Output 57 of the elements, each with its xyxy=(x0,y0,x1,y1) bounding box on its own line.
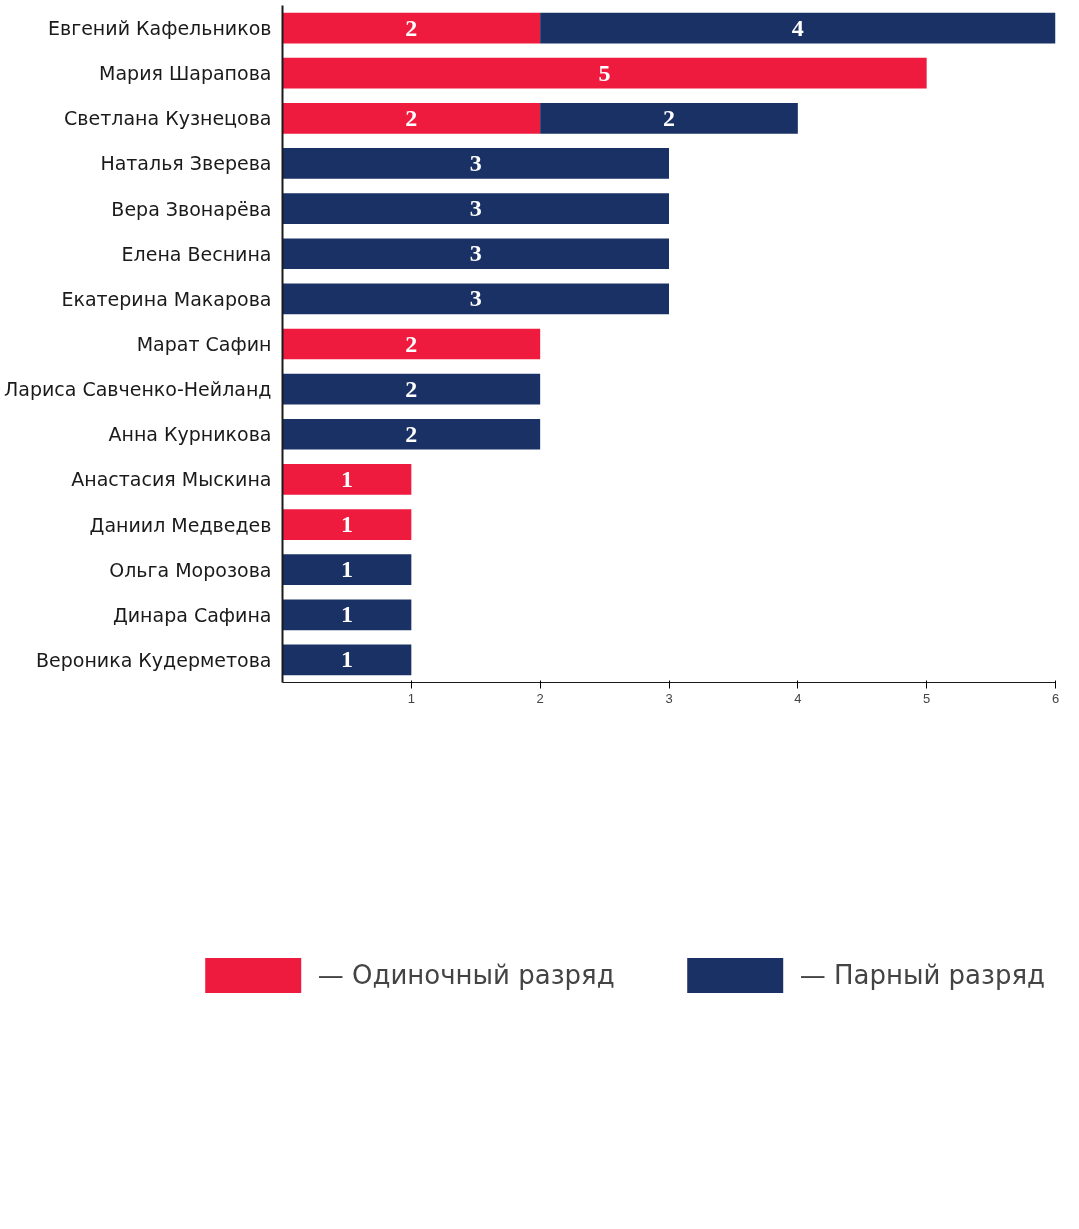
bar xyxy=(282,418,541,450)
y-tick-label: Вера Звонарёва xyxy=(111,197,272,220)
bar xyxy=(282,238,669,270)
data-label: 2 xyxy=(663,104,675,131)
bar xyxy=(282,102,541,134)
y-tick-label: Вероника Кудерметова xyxy=(35,648,272,671)
bar xyxy=(282,57,927,89)
y-tick-label: Лариса Савченко-Нейланд xyxy=(3,378,272,401)
x-tick-label: 5 xyxy=(923,690,931,706)
bar xyxy=(282,283,669,315)
y-tick-label: Светлана Кузнецова xyxy=(64,107,272,130)
data-label: 4 xyxy=(791,14,804,41)
data-label: 1 xyxy=(340,556,353,583)
y-tick-label: Ольга Морозова xyxy=(109,558,272,581)
legend-label: — Одиночный разряд xyxy=(317,960,615,990)
y-tick-label: Елена Веснина xyxy=(121,242,272,265)
data-label: 3 xyxy=(469,285,482,312)
x-tick-label: 4 xyxy=(794,690,802,706)
data-label: 1 xyxy=(340,511,353,538)
y-tick-label: Анастасия Мыскина xyxy=(71,468,272,491)
legend-label: — Парный разряд xyxy=(799,960,1045,990)
bar xyxy=(282,328,541,360)
bar xyxy=(282,148,669,179)
data-label: 2 xyxy=(405,375,418,402)
bar xyxy=(282,644,412,676)
bar xyxy=(282,464,412,495)
data-label: 2 xyxy=(405,420,418,447)
y-tick-label: Даниил Медведев xyxy=(89,513,272,536)
data-label: 2 xyxy=(405,104,418,131)
bar xyxy=(282,373,541,405)
y-tick-label: Анна Курникова xyxy=(108,423,272,446)
y-tick-label: Динара Сафина xyxy=(112,603,272,626)
bar xyxy=(540,102,798,134)
y-tick-label: Мария Шарапова xyxy=(99,62,272,85)
data-label: 5 xyxy=(598,59,611,86)
data-label: 1 xyxy=(340,465,353,492)
x-tick-label: 6 xyxy=(1051,690,1060,706)
bar xyxy=(282,554,412,586)
data-label: 1 xyxy=(340,646,353,673)
x-tick-label: 2 xyxy=(536,690,544,706)
data-label: 2 xyxy=(405,330,418,357)
x-tick-label: 3 xyxy=(665,690,673,706)
data-label: 3 xyxy=(469,240,482,267)
y-tick-label: Наталья Зверева xyxy=(100,152,272,175)
y-tick-label: Евгений Кафельников xyxy=(47,17,272,40)
x-tick-label: 1 xyxy=(407,690,415,706)
bar xyxy=(540,12,1056,44)
data-label: 1 xyxy=(340,601,353,628)
bar xyxy=(282,509,412,540)
bar xyxy=(282,599,412,631)
data-label: 3 xyxy=(469,149,482,176)
data-label: 2 xyxy=(405,14,418,41)
y-tick-label: Екатерина Макарова xyxy=(61,287,272,310)
bar xyxy=(282,193,669,224)
data-label: 3 xyxy=(469,195,482,222)
bar xyxy=(282,12,541,44)
y-tick-label: Марат Сафин xyxy=(136,333,272,355)
